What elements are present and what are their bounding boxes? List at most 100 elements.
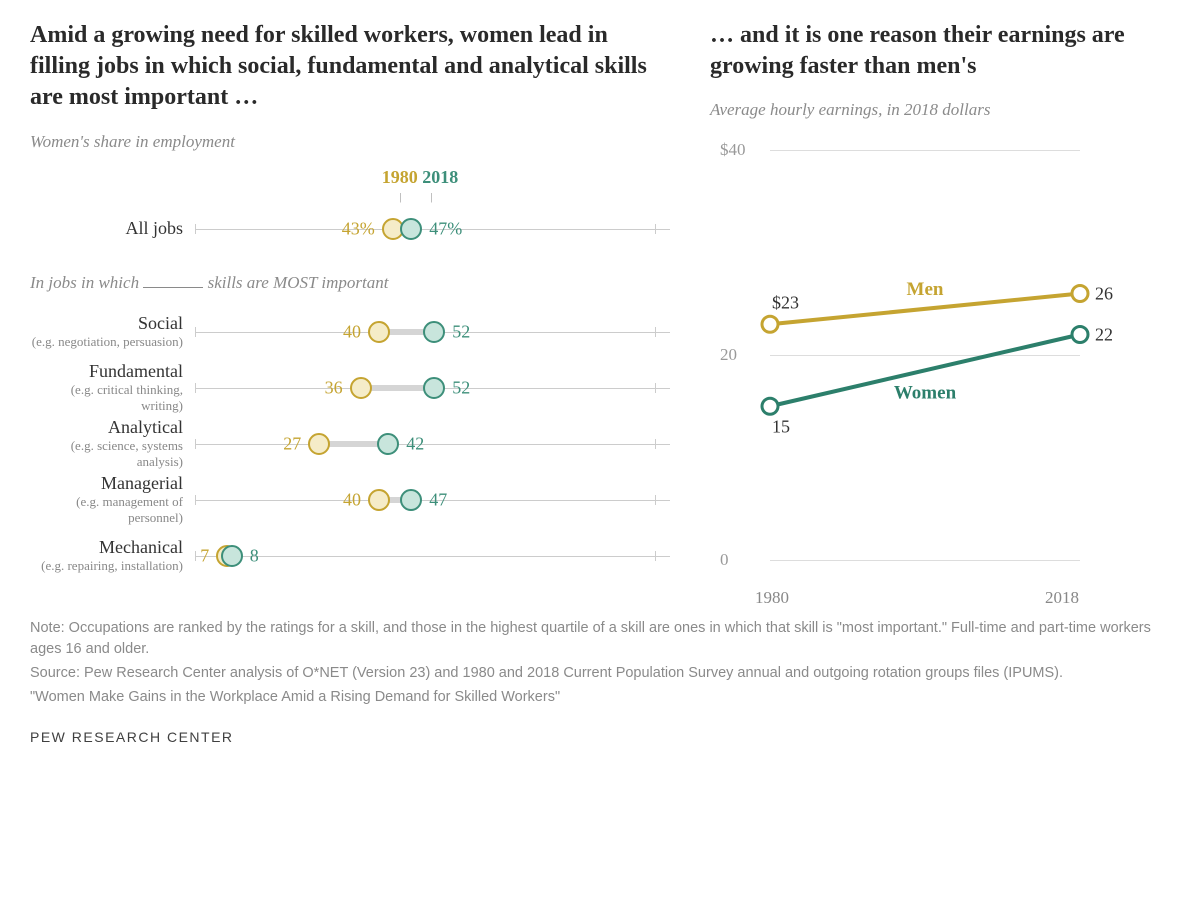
scale-area: 40 52 <box>195 317 670 347</box>
axis-tick <box>195 439 196 449</box>
series-marker <box>762 317 778 333</box>
scale-area: 27 42 <box>195 429 670 459</box>
category-main: Fundamental <box>30 361 183 382</box>
axis-tick <box>655 439 656 449</box>
axis-line <box>195 556 670 557</box>
category-main: Social <box>30 313 183 334</box>
axis-tick <box>655 224 656 234</box>
value-2018: 42 <box>406 433 424 454</box>
scale-area: 36 52 <box>195 373 670 403</box>
left-subtitle: Women's share in employment <box>30 132 670 152</box>
dot-row: All jobs 43% 47% <box>30 205 670 253</box>
earnings-line-chart: 020$4019802018$2326Men1522Women <box>710 140 1120 580</box>
dot-2018 <box>423 377 445 399</box>
category-sub: (e.g. repairing, installation) <box>30 558 183 574</box>
axis-tick <box>195 327 196 337</box>
axis-tick <box>655 551 656 561</box>
value-2018: 47% <box>429 218 462 239</box>
series-marker <box>1072 286 1088 302</box>
axis-tick <box>195 551 196 561</box>
value-2018: 47 <box>429 489 447 510</box>
category-sub: (e.g. management of personnel) <box>30 494 183 526</box>
legend-2018: 2018 <box>422 167 458 187</box>
dot-1980 <box>308 433 330 455</box>
axis-tick <box>655 327 656 337</box>
footer-title: "Women Make Gains in the Workplace Amid … <box>30 687 1165 709</box>
scale-area: 40 47 <box>195 485 670 515</box>
axis-tick <box>195 383 196 393</box>
series-marker <box>1072 327 1088 343</box>
value-2018: 8 <box>250 545 259 566</box>
dot-1980 <box>368 489 390 511</box>
category-main: All jobs <box>30 218 183 239</box>
value-1980: 43% <box>342 218 375 239</box>
dot-2018 <box>400 218 422 240</box>
axis-tick <box>195 495 196 505</box>
dot-row: Analytical(e.g. science, systems analysi… <box>30 420 670 468</box>
series-start-value: $23 <box>772 293 799 313</box>
axis-tick <box>195 224 196 234</box>
scale-area: 43% 47% <box>195 214 670 244</box>
series-end-value: 26 <box>1095 284 1113 304</box>
series-start-value: 15 <box>772 417 790 437</box>
category-sub: (e.g. science, systems analysis) <box>30 438 183 470</box>
category-label: Managerial(e.g. management of personnel) <box>30 473 195 526</box>
category-label: Analytical(e.g. science, systems analysi… <box>30 417 195 470</box>
skills-header-b: skills are MOST important <box>203 273 388 292</box>
footer-source: Source: Pew Research Center analysis of … <box>30 663 1165 685</box>
dot-row: Mechanical(e.g. repairing, installation)… <box>30 532 670 580</box>
dot-2018 <box>423 321 445 343</box>
value-1980: 40 <box>343 489 361 510</box>
x-axis-start: 1980 <box>755 588 789 608</box>
category-sub: (e.g. negotiation, persuasion) <box>30 334 183 350</box>
dot-row: Social(e.g. negotiation, persuasion) 40 52 <box>30 308 670 356</box>
series-end-value: 22 <box>1095 325 1113 345</box>
axis-tick <box>655 383 656 393</box>
year-legend: 1980 2018 <box>30 167 670 188</box>
skill-rows: Social(e.g. negotiation, persuasion) 40 52… <box>30 308 670 580</box>
dot-2018 <box>377 433 399 455</box>
series-label: Women <box>894 383 957 404</box>
dot-row: Managerial(e.g. management of personnel)… <box>30 476 670 524</box>
series-marker <box>762 399 778 415</box>
category-main: Managerial <box>30 473 183 494</box>
category-sub: (e.g. critical thinking, writing) <box>30 382 183 414</box>
value-2018: 52 <box>452 321 470 342</box>
legend-ticks: | | <box>30 192 670 203</box>
category-label: Mechanical(e.g. repairing, installation) <box>30 537 195 574</box>
dot-row: Fundamental(e.g. critical thinking, writ… <box>30 364 670 412</box>
value-1980: 7 <box>200 545 209 566</box>
footer: Note: Occupations are ranked by the rati… <box>30 618 1165 748</box>
value-1980: 27 <box>283 433 301 454</box>
value-1980: 36 <box>325 377 343 398</box>
line-chart-svg: $23 26 Men 15 22 Women <box>710 140 1120 580</box>
dot-2018 <box>400 489 422 511</box>
dot-2018 <box>221 545 243 567</box>
blank-underline <box>143 287 203 288</box>
right-headline: … and it is one reason their earnings ar… <box>710 20 1150 82</box>
right-subtitle: Average hourly earnings, in 2018 dollars <box>710 100 1150 120</box>
value-1980: 40 <box>343 321 361 342</box>
series-label: Men <box>907 279 944 300</box>
left-panel: Amid a growing need for skilled workers,… <box>30 20 670 588</box>
right-panel: … and it is one reason their earnings ar… <box>710 20 1150 588</box>
brand: PEW RESEARCH CENTER <box>30 727 1165 748</box>
dot-1980 <box>350 377 372 399</box>
axis-tick <box>655 495 656 505</box>
category-label: Social(e.g. negotiation, persuasion) <box>30 313 195 350</box>
skills-section-header: In jobs in which skills are MOST importa… <box>30 273 670 293</box>
scale-area: 78 <box>195 541 670 571</box>
dot-1980 <box>368 321 390 343</box>
skills-header-a: In jobs in which <box>30 273 143 292</box>
category-label: All jobs <box>30 218 195 239</box>
category-label: Fundamental(e.g. critical thinking, writ… <box>30 361 195 414</box>
legend-1980: 1980 <box>382 167 418 187</box>
left-headline: Amid a growing need for skilled workers,… <box>30 20 670 114</box>
row-all-jobs: All jobs 43% 47% <box>30 205 670 253</box>
axis-line <box>195 444 670 445</box>
footer-note: Note: Occupations are ranked by the rati… <box>30 618 1165 662</box>
x-axis-end: 2018 <box>1045 588 1079 608</box>
category-main: Analytical <box>30 417 183 438</box>
category-main: Mechanical <box>30 537 183 558</box>
value-2018: 52 <box>452 377 470 398</box>
